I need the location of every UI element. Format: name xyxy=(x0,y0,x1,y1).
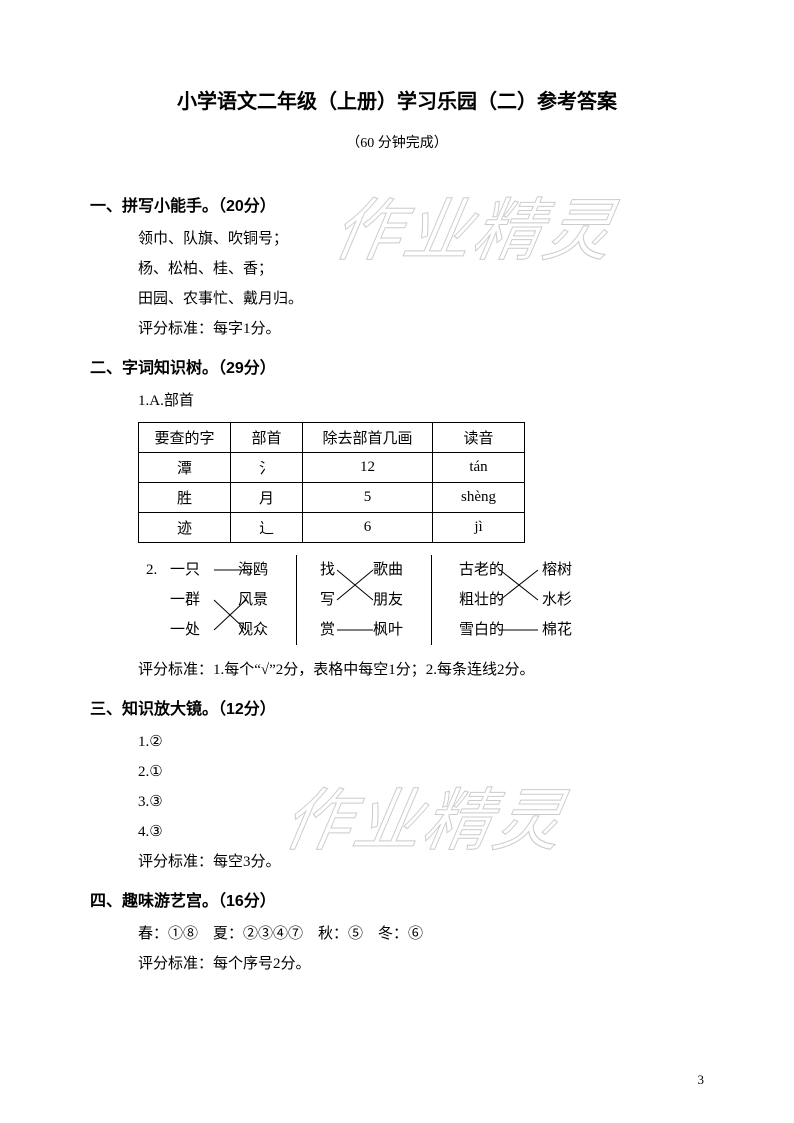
match-group-1: 2. 一只 海鸥 一群 风景 一处 观众 xyxy=(138,555,296,645)
td: 辶 xyxy=(231,513,303,543)
section-3-header: 三、知识放大镜。（12分） xyxy=(90,695,704,719)
match-container: 2. 一只 海鸥 一群 风景 一处 观众 找 歌曲 写 朋友 赏 xyxy=(138,555,704,645)
m3-r0: 榕树 xyxy=(542,555,592,585)
section-1-line-1: 杨、松柏、桂、香； xyxy=(138,254,704,284)
td: 潭 xyxy=(139,453,231,483)
td: 6 xyxy=(303,513,433,543)
m2-r0: 歌曲 xyxy=(373,555,423,585)
table-header-row: 要查的字 部首 除去部首几画 读音 xyxy=(139,423,525,453)
section-3-scoring: 评分标准：每空3分。 xyxy=(138,847,704,877)
m3-r1: 水杉 xyxy=(542,585,592,615)
section-1-line-2: 田园、农事忙、戴月归。 xyxy=(138,284,704,314)
td: 迹 xyxy=(139,513,231,543)
section-4-header: 四、趣味游艺宫。（16分） xyxy=(90,887,704,911)
th-0: 要查的字 xyxy=(139,423,231,453)
td: jì xyxy=(433,513,525,543)
th-2: 除去部首几画 xyxy=(303,423,433,453)
m2-l0: 找 xyxy=(305,555,335,585)
m1-r1: 风景 xyxy=(238,585,288,615)
td: 胜 xyxy=(139,483,231,513)
section-1-header: 一、拼写小能手。（20分） xyxy=(90,192,704,216)
m3-l0: 古老的 xyxy=(440,555,504,585)
match-prefix: 2. xyxy=(146,555,166,585)
s3-i3: 4.③ xyxy=(138,817,704,847)
match-group-2: 找 歌曲 写 朋友 赏 枫叶 xyxy=(296,555,431,645)
m1-r0: 海鸥 xyxy=(238,555,288,585)
page-title: 小学语文二年级（上册）学习乐园（二）参考答案 xyxy=(90,85,704,114)
td: 12 xyxy=(303,453,433,483)
match-group-3: 古老的 榕树 粗壮的 水杉 雪白的 棉花 xyxy=(431,555,600,645)
m1-l1: 一群 xyxy=(166,585,200,615)
s3-i0: 1.② xyxy=(138,727,704,757)
m2-l2: 赏 xyxy=(305,615,335,645)
page-subtitle: （60 分钟完成） xyxy=(90,132,704,152)
m1-l2: 一处 xyxy=(166,615,200,645)
table-row: 胜 月 5 shèng xyxy=(139,483,525,513)
section-2-scoring: 评分标准：1.每个“√”2分，表格中每空1分；2.每条连线2分。 xyxy=(138,655,704,685)
section-1-line-3: 评分标准：每字1分。 xyxy=(138,314,704,344)
s3-i1: 2.① xyxy=(138,757,704,787)
page-number: 3 xyxy=(698,1072,705,1088)
th-1: 部首 xyxy=(231,423,303,453)
table-row: 迹 辶 6 jì xyxy=(139,513,525,543)
m3-r2: 棉花 xyxy=(542,615,592,645)
m2-r2: 枫叶 xyxy=(373,615,423,645)
td: 月 xyxy=(231,483,303,513)
section-1-line-0: 领巾、队旗、吹铜号； xyxy=(138,224,704,254)
td: 氵 xyxy=(231,453,303,483)
td: shèng xyxy=(433,483,525,513)
section-4-line: 春：①⑧ 夏：②③④⑦ 秋：⑤ 冬：⑥ xyxy=(138,919,704,949)
td: 5 xyxy=(303,483,433,513)
m2-l1: 写 xyxy=(305,585,335,615)
m3-l2: 雪白的 xyxy=(440,615,504,645)
td: tán xyxy=(433,453,525,483)
radical-table: 要查的字 部首 除去部首几画 读音 潭 氵 12 tán 胜 月 5 shèng… xyxy=(138,422,525,543)
section-2-header: 二、字词知识树。（29分） xyxy=(90,354,704,378)
m3-l1: 粗壮的 xyxy=(440,585,504,615)
m1-r2: 观众 xyxy=(238,615,288,645)
th-3: 读音 xyxy=(433,423,525,453)
s3-i2: 3.③ xyxy=(138,787,704,817)
m2-r1: 朋友 xyxy=(373,585,423,615)
section-2-item1: 1.A.部首 xyxy=(138,386,704,416)
table-row: 潭 氵 12 tán xyxy=(139,453,525,483)
m1-l0: 一只 xyxy=(166,555,200,585)
section-4-scoring: 评分标准：每个序号2分。 xyxy=(138,949,704,979)
